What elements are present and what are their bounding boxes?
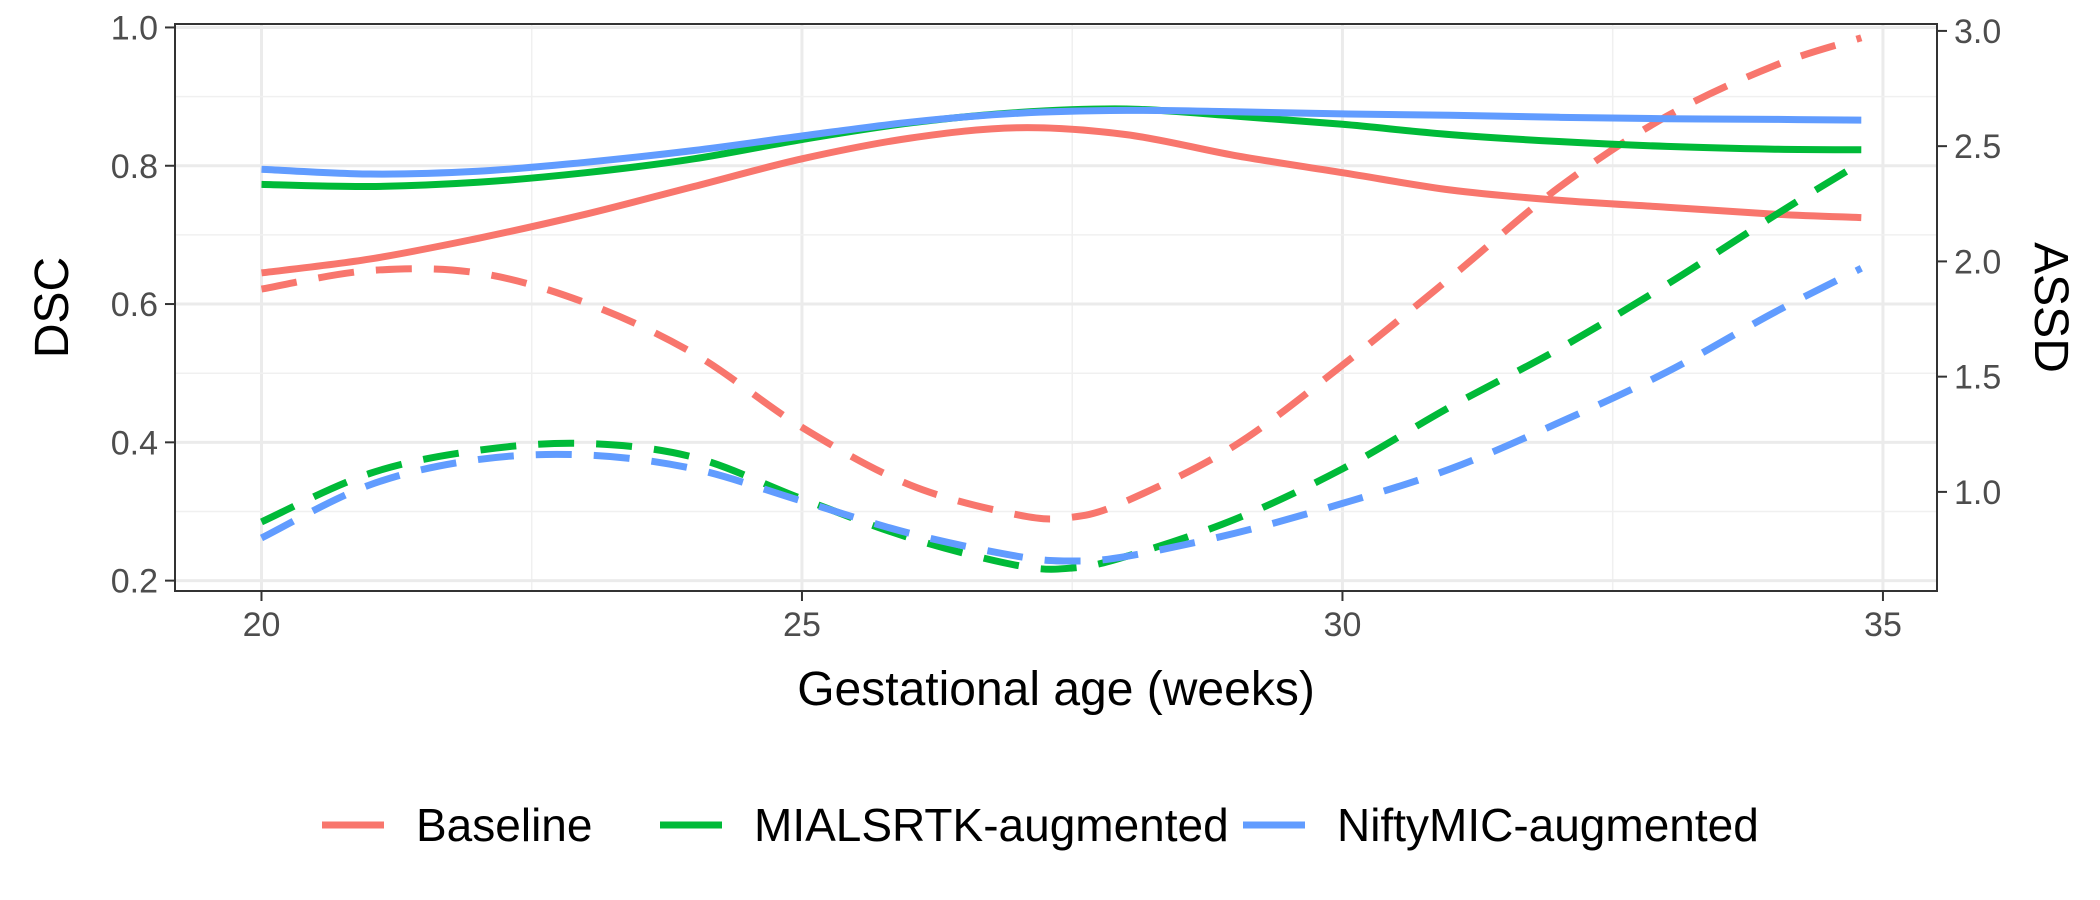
y-left-tick-label: 0.4 [111,424,158,462]
series-line-assd [260,34,1863,523]
y-right-axis-title: ASSD [2024,242,2077,373]
series-line-assd [260,159,1864,573]
x-axis-title: Gestational age (weeks) [797,663,1315,716]
legend: Baseline MIALSRTK-augmented NiftyMIC-augme… [322,799,1759,851]
panel-border [174,23,1938,592]
y-left-tick-label: 0.2 [111,563,158,601]
y-right-tick-label: 2.0 [1954,243,2001,281]
y-left-tick-label: 1.0 [111,9,158,47]
grid-lines [175,24,1937,591]
legend-label: MIALSRTK-augmented [754,799,1229,851]
legend-label: NiftyMIC-augmented [1337,799,1759,851]
y-right-tick-label: 2.5 [1954,128,2001,166]
series-line-dsc [261,124,1862,277]
y-left-tick-label: 0.6 [111,286,158,324]
x-tick-label: 35 [1864,606,1902,644]
x-tick-label: 30 [1324,606,1362,644]
y-right-tick-label: 1.0 [1954,474,2001,512]
y-left-tick-label: 0.8 [111,148,158,186]
series-line-dsc [261,106,1862,178]
y-right-tick-label: 1.5 [1954,359,2001,397]
x-tick-label: 25 [783,606,821,644]
x-tick-label: 20 [243,606,281,644]
y-left-axis-title: DSC [26,257,79,358]
series-line-assd [259,265,1863,565]
legend-label: Baseline [416,799,592,851]
y-right-tick-label: 3.0 [1954,13,2001,51]
axes: 20 25 30 35 0.2 0.4 0.6 0.8 1.0 1.0 1.5 2.0 2.5 3.0 [111,9,2002,644]
series-lines [259,34,1864,573]
